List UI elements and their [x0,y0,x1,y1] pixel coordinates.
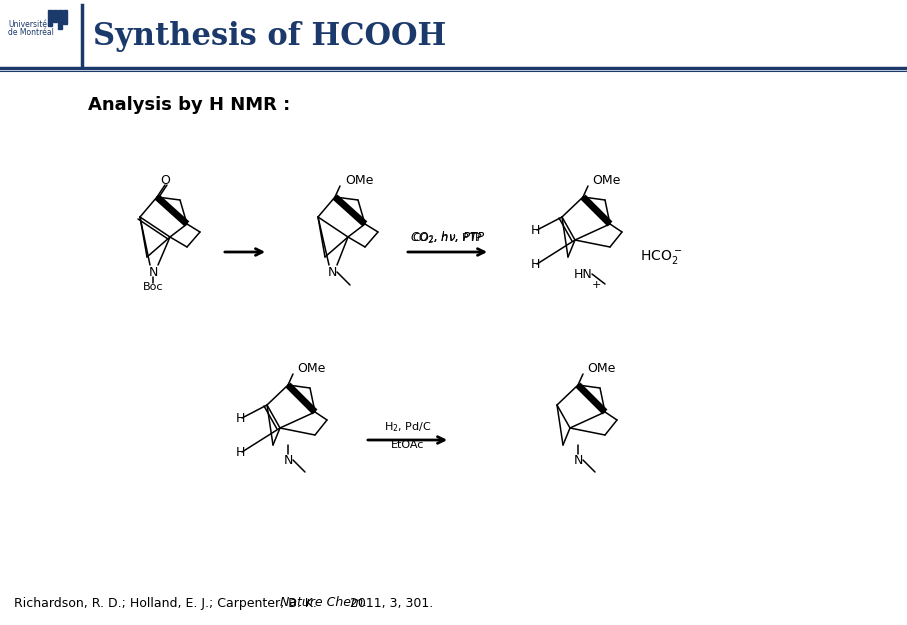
Text: O: O [160,174,170,186]
Text: OMe: OMe [345,174,374,186]
Text: de Montréal: de Montréal [8,28,54,37]
Bar [48,10,52,26]
Bar [63,10,66,24]
Text: H: H [235,411,245,424]
Text: OMe: OMe [592,174,620,186]
Text: Richardson, R. D.; Holland, E. J.; Carpenter, B. K.: Richardson, R. D.; Holland, E. J.; Carpe… [14,596,321,609]
Text: H: H [235,446,245,459]
Text: Synthesis of HCOOH: Synthesis of HCOOH [93,21,446,51]
Text: Analysis by H NMR :: Analysis by H NMR : [88,96,290,114]
Bar [58,10,62,29]
Text: H$_2$, Pd/C: H$_2$, Pd/C [385,420,432,434]
Text: 2011, 3, 301.: 2011, 3, 301. [346,596,434,609]
Text: CO$_2$, $h\nu$, PTP: CO$_2$, $h\nu$, PTP [410,230,486,246]
Text: Université: Université [8,20,47,29]
Text: OMe: OMe [587,361,615,374]
Text: N: N [327,266,336,279]
Bar [53,10,56,22]
Text: N: N [573,454,582,466]
Text: HN: HN [573,268,592,281]
Text: N: N [283,454,293,466]
Text: OMe: OMe [297,361,326,374]
Text: H: H [531,258,540,271]
Text: N: N [149,266,158,279]
Text: CO$_2$, $h\nu$, PTP: CO$_2$, $h\nu$, PTP [413,231,483,245]
Text: Boc: Boc [142,282,163,292]
Text: +: + [591,280,600,290]
Text: Nature Chem.: Nature Chem. [280,596,367,609]
Text: H: H [531,224,540,236]
Text: HCO$_2^-$: HCO$_2^-$ [640,248,682,266]
Text: EtOAc: EtOAc [391,440,424,450]
